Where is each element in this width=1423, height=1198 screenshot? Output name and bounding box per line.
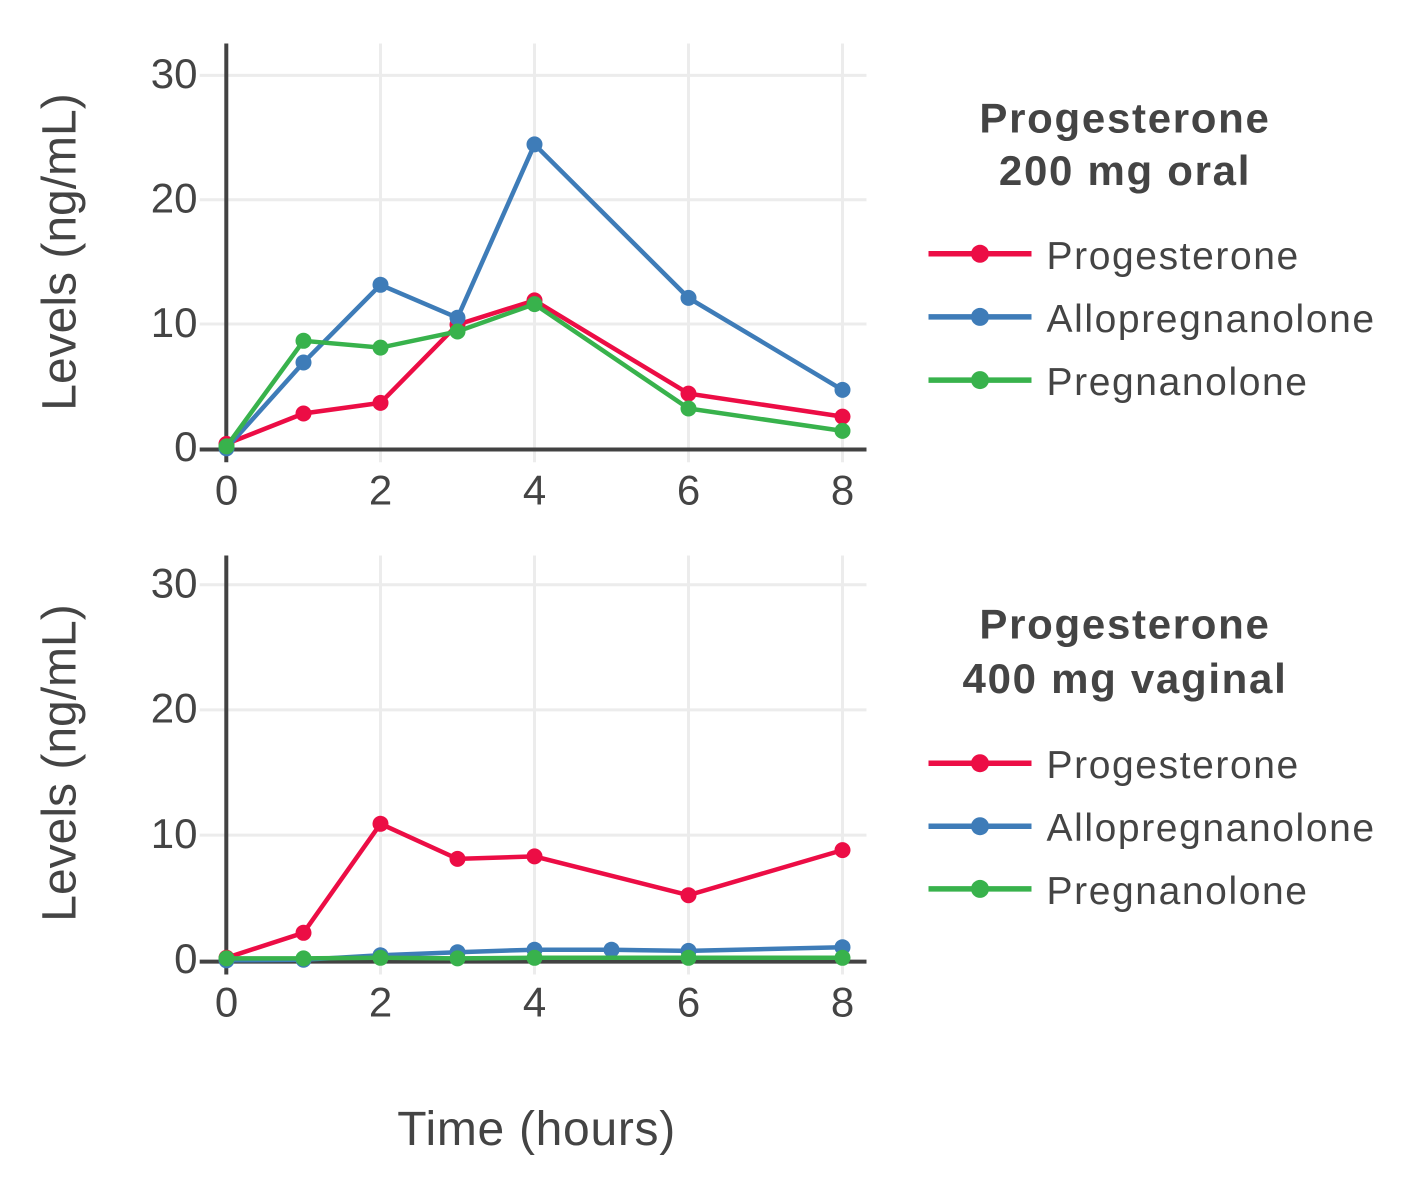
svg-text:4: 4 — [523, 466, 546, 513]
svg-text:Progesterone: Progesterone — [1047, 235, 1300, 278]
svg-text:30: 30 — [151, 50, 198, 97]
svg-text:Progesterone: Progesterone — [979, 94, 1270, 141]
svg-text:0: 0 — [174, 935, 197, 982]
svg-text:6: 6 — [677, 466, 700, 513]
svg-text:0: 0 — [215, 466, 238, 513]
svg-text:Allopregnanolone: Allopregnanolone — [1047, 807, 1376, 850]
svg-text:Pregnanolone: Pregnanolone — [1047, 870, 1309, 913]
svg-text:2: 2 — [369, 979, 392, 1026]
svg-text:Levels (ng/mL): Levels (ng/mL) — [34, 604, 87, 921]
svg-text:200 mg oral: 200 mg oral — [999, 147, 1251, 194]
svg-text:4: 4 — [523, 979, 546, 1026]
svg-text:Allopregnanolone: Allopregnanolone — [1047, 298, 1376, 341]
svg-text:0: 0 — [174, 423, 197, 470]
svg-text:Levels (ng/mL): Levels (ng/mL) — [34, 93, 87, 410]
svg-text:10: 10 — [151, 299, 198, 346]
svg-text:20: 20 — [151, 175, 198, 222]
svg-text:30: 30 — [151, 560, 198, 607]
svg-text:0: 0 — [215, 979, 238, 1026]
svg-text:6: 6 — [677, 979, 700, 1026]
svg-text:400 mg vaginal: 400 mg vaginal — [963, 655, 1288, 702]
svg-text:8: 8 — [831, 466, 854, 513]
svg-text:20: 20 — [151, 685, 198, 732]
svg-text:Time (hours): Time (hours) — [397, 1103, 676, 1156]
svg-text:Pregnanolone: Pregnanolone — [1047, 361, 1309, 404]
svg-text:8: 8 — [831, 979, 854, 1026]
svg-text:Progesterone: Progesterone — [1047, 744, 1300, 787]
svg-text:Progesterone: Progesterone — [979, 600, 1270, 647]
svg-text:2: 2 — [369, 466, 392, 513]
svg-text:10: 10 — [151, 810, 198, 857]
